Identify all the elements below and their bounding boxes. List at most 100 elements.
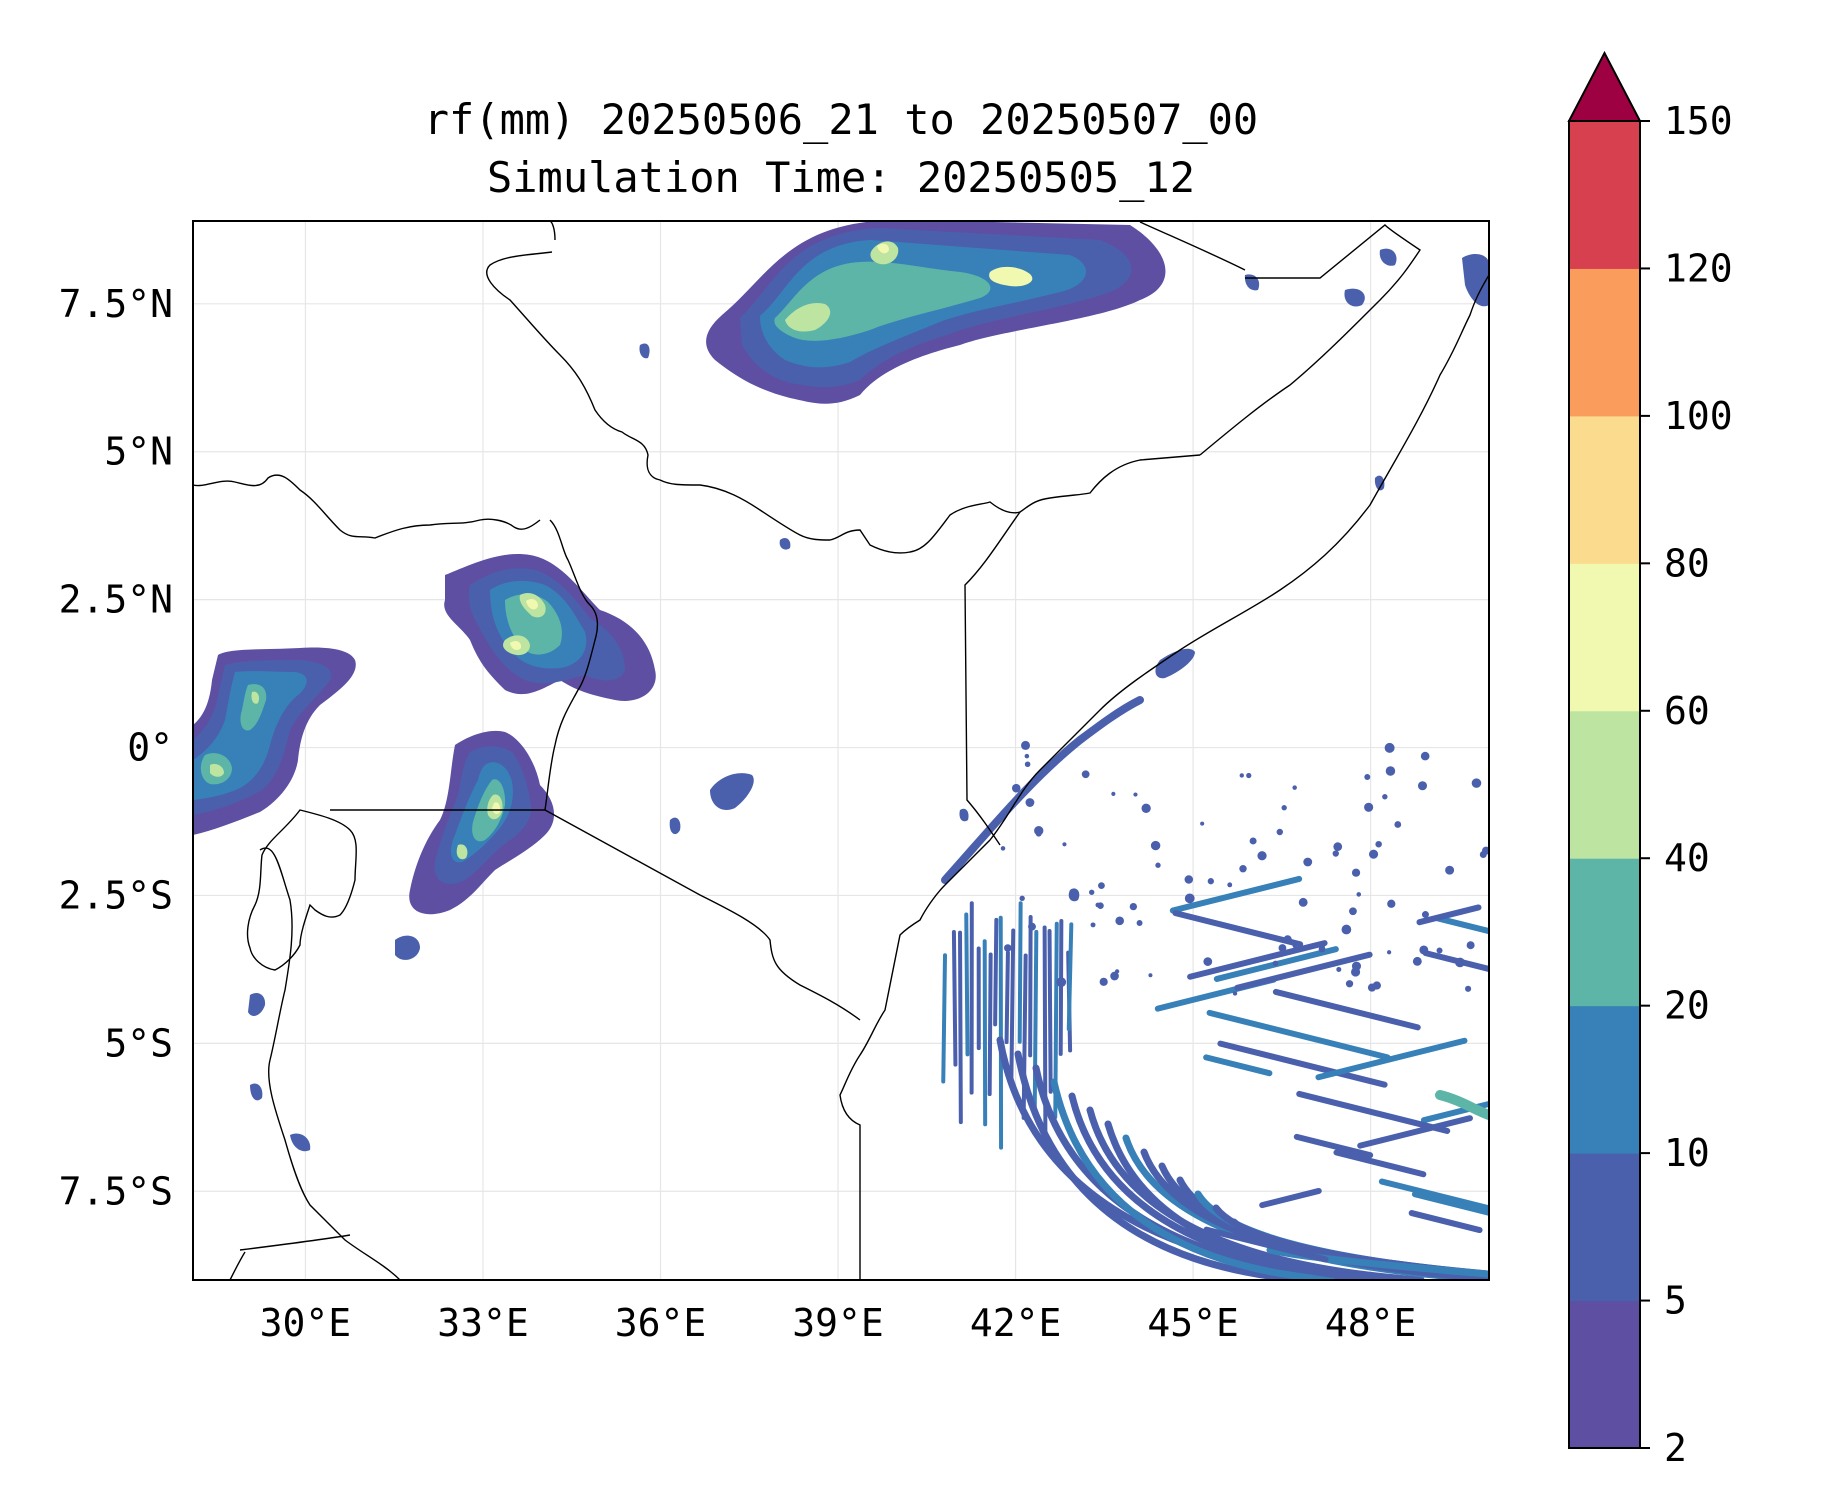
ocean-rain-speck: [1352, 869, 1360, 877]
ocean-rain-speck: [1386, 766, 1395, 775]
ocean-rain-speck: [1185, 875, 1194, 884]
ocean-rain-speck: [1342, 925, 1352, 935]
ocean-rain-speck: [1299, 898, 1308, 907]
ocean-rain-speck: [1375, 841, 1381, 847]
lat-tick-label: 2.5°S: [59, 873, 173, 917]
ocean-rain-speck: [1100, 978, 1108, 986]
colorbar-extend-arrow: [1569, 53, 1640, 121]
ocean-rain-speck: [1346, 980, 1353, 987]
ocean-rain-speck: [1115, 969, 1119, 973]
ocean-rain-speck: [1155, 863, 1160, 868]
colorbar-tick-label: 2: [1664, 1426, 1687, 1470]
ocean-rain-speck: [1227, 882, 1232, 887]
ocean-rain-speck: [1130, 903, 1137, 910]
ocean-rain-speck: [1467, 941, 1475, 949]
lat-tick-label: 7.5°S: [59, 1169, 173, 1213]
lat-tick-label: 5°S: [104, 1021, 173, 1065]
colorbar-tick-label: 60: [1664, 689, 1710, 733]
latitude-axis: 7.5°N5°N2.5°N0°2.5°S5°S7.5°S: [59, 282, 173, 1213]
colorbar-bin: [1569, 121, 1640, 269]
ocean-rain-speck: [1364, 803, 1373, 812]
ocean-rain-speck: [1185, 893, 1195, 903]
colorbar-bin: [1569, 1006, 1640, 1154]
ocean-rain-speck: [1025, 761, 1031, 767]
ocean-rain-speck: [1385, 743, 1395, 753]
ocean-rain-speck: [1151, 841, 1160, 850]
ocean-rain-streak: [990, 955, 991, 1095]
ocean-rain-speck: [1056, 977, 1066, 987]
ocean-rain-speck: [1111, 792, 1115, 796]
ocean-rain-speck: [1137, 920, 1143, 926]
ocean-rain-speck: [1257, 851, 1266, 860]
colorbar-tick-label: 100: [1664, 394, 1733, 438]
ocean-rain-speck: [1293, 943, 1298, 948]
ocean-rain-speck: [1025, 798, 1034, 807]
lon-tick-label: 42°E: [970, 1301, 1062, 1345]
ocean-rain-speck: [1028, 923, 1036, 931]
ocean-rain-streak: [1045, 927, 1046, 1145]
ocean-rain-speck: [1368, 984, 1376, 992]
ocean-rain-speck: [1279, 944, 1287, 952]
ocean-rain-streak: [1069, 924, 1072, 1029]
ocean-rain-speck: [1421, 752, 1430, 761]
colorbar-tick-label: 20: [1664, 984, 1710, 1028]
ocean-rain-speck: [1012, 784, 1021, 793]
rain-cell: [1069, 888, 1080, 901]
title-line-1: rf(mm) 20250506_21 to 20250507_00: [424, 95, 1258, 144]
ocean-rain-speck: [1336, 967, 1341, 972]
colorbar-bin: [1569, 1301, 1640, 1449]
lon-tick-label: 48°E: [1325, 1301, 1417, 1345]
ocean-rain-speck: [1282, 805, 1287, 810]
ocean-rain-speck: [1387, 950, 1391, 954]
colorbar-tick-label: 80: [1664, 541, 1710, 585]
colorbar-bin: [1569, 563, 1640, 711]
colorbar: 2 5 10 20 40 60 80 100 120 150: [1569, 53, 1733, 1470]
ocean-rain-speck: [1351, 967, 1360, 976]
colorbar-tick-label: 10: [1664, 1131, 1710, 1175]
ocean-rain-speck: [1097, 902, 1104, 909]
ocean-rain-speck: [1091, 922, 1096, 927]
ocean-rain-speck: [1001, 846, 1006, 851]
ocean-rain-speck: [1419, 946, 1428, 955]
lon-tick-label: 45°E: [1147, 1301, 1239, 1345]
ocean-rain-speck: [1333, 850, 1339, 856]
ocean-rain-speck: [1382, 794, 1387, 799]
ocean-rain-speck: [1349, 907, 1357, 915]
ocean-rain-speck: [1062, 842, 1066, 846]
ocean-rain-streak: [1011, 931, 1013, 1078]
ocean-rain-speck: [1445, 866, 1454, 875]
colorbar-tick-label: 40: [1664, 836, 1710, 880]
ocean-rain-speck: [1394, 821, 1401, 828]
ocean-rain-streak: [1007, 953, 1008, 1042]
ocean-rain-speck: [1369, 850, 1378, 859]
ocean-rain-speck: [1082, 770, 1090, 778]
colorbar-tick-label: 150: [1664, 99, 1733, 143]
ocean-rain-speck: [1319, 946, 1326, 953]
ocean-rain-speck: [1233, 991, 1237, 995]
ocean-rain-streak: [954, 932, 956, 1065]
ocean-rain-speck: [1387, 900, 1395, 908]
lon-tick-label: 36°E: [615, 1301, 707, 1345]
ocean-rain-speck: [1115, 917, 1124, 926]
ocean-rain-speck: [1437, 948, 1443, 954]
map-panel: 30°E33°E36°E39°E42°E45°E48°E 7.5°N5°N2.5…: [59, 220, 1594, 1345]
ocean-rain-speck: [1277, 829, 1283, 835]
ocean-rain-speck: [1413, 957, 1422, 966]
ocean-rain-speck: [1004, 944, 1012, 952]
ocean-rain-speck: [1239, 865, 1246, 872]
colorbar-bin: [1569, 858, 1640, 1006]
ocean-rain-speck: [1208, 878, 1214, 884]
ocean-rain-speck: [1333, 842, 1342, 851]
ocean-rain-speck: [1020, 896, 1025, 901]
colorbar-bin: [1569, 416, 1640, 564]
colorbar-tick-label: 120: [1664, 246, 1733, 290]
ocean-rain-speck: [1292, 785, 1296, 789]
ocean-rain-speck: [1480, 851, 1487, 858]
lon-tick-label: 33°E: [437, 1301, 529, 1345]
colorbar-tick-label: 5: [1664, 1279, 1687, 1323]
ocean-rain-speck: [1250, 837, 1257, 844]
ocean-rain-speck: [1422, 911, 1429, 918]
ocean-rain-streak: [1061, 921, 1062, 1054]
ocean-rain-speck: [1273, 961, 1279, 967]
